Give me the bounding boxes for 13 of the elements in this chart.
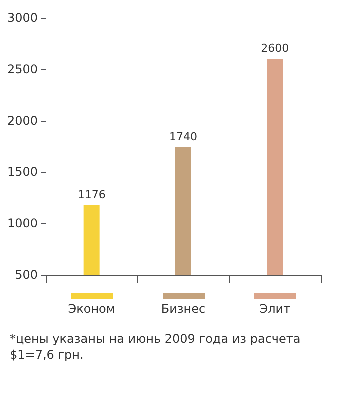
x-tick-label: Элит — [260, 302, 291, 316]
y-tick-label: 2500 — [7, 62, 38, 76]
data-label: 1740 — [170, 130, 198, 144]
x-tick-label: Эконом — [68, 302, 116, 316]
y-tick-label: 500 — [15, 268, 38, 282]
y-tick-label: 1500 — [7, 165, 38, 180]
text: *цены указаны на июнь 2009 года из расчета $1=7,6 грн. — [9, 331, 302, 363]
y-tick-label: 1000 — [7, 216, 38, 231]
y-tick-label: 2000 — [7, 114, 38, 128]
x-tick-label: Бизнес — [161, 302, 206, 316]
data-label: 2600 — [261, 42, 290, 56]
y-tick-label: 3000 — [7, 11, 38, 25]
data-label: 1176 — [78, 188, 106, 202]
